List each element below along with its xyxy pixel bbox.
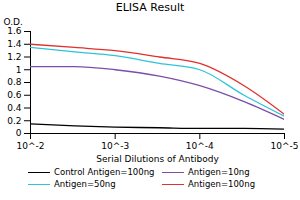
svg-text:1.6: 1.6	[7, 26, 22, 36]
svg-text:O.D.: O.D.	[4, 17, 23, 27]
svg-text:1: 1	[16, 65, 22, 75]
svg-text:0: 0	[16, 128, 22, 138]
svg-text:0.2: 0.2	[7, 116, 21, 126]
svg-text:10^-2: 10^-2	[17, 141, 45, 151]
svg-text:0.4: 0.4	[7, 103, 22, 113]
svg-text:0.8: 0.8	[7, 77, 22, 87]
html-text:Antigen=100ng: Antigen=100ng	[188, 179, 255, 189]
svg-text:10^-4: 10^-4	[186, 141, 214, 151]
svg-text:1.4: 1.4	[7, 39, 22, 49]
html-text:Antigen=10ng: Antigen=10ng	[188, 167, 250, 177]
html-text:Control Antigen=100ng: Control Antigen=100ng	[54, 167, 155, 177]
svg-text:1.2: 1.2	[7, 52, 21, 62]
html-text:Antigen=50ng: Antigen=50ng	[54, 179, 116, 189]
html-text:ELISA Result: ELISA Result	[115, 1, 185, 14]
svg-text:0.6: 0.6	[7, 90, 22, 100]
svg-text:10^-5: 10^-5	[271, 141, 299, 151]
svg-text:Serial Dilutions of Antibody: Serial Dilutions of Antibody	[96, 154, 219, 164]
svg-text:10^-3: 10^-3	[101, 141, 129, 151]
